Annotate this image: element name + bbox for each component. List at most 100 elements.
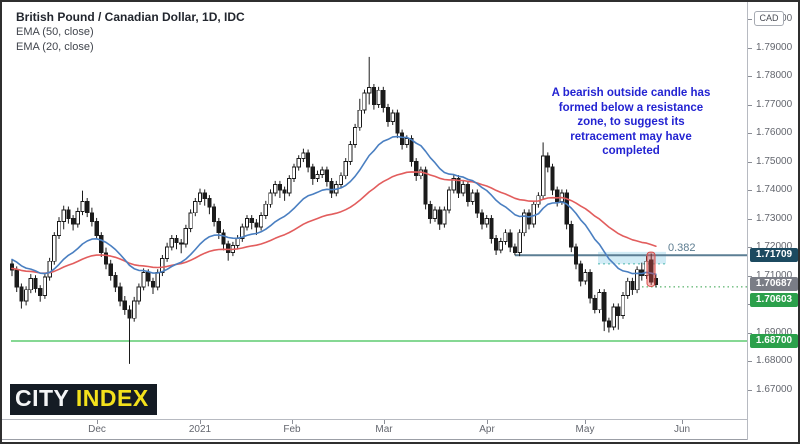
- candle-body: [141, 272, 146, 288]
- annotation-text[interactable]: A bearish outside candle has formed belo…: [551, 87, 711, 157]
- candle-body: [202, 192, 207, 200]
- candle-body: [545, 155, 550, 168]
- candle-body: [282, 189, 287, 194]
- chart-legend: British Pound / Canadian Dollar, 1D, IDC…: [16, 10, 245, 55]
- candle-body: [428, 203, 433, 219]
- candle-body: [216, 220, 221, 234]
- ema-line-20: [11, 135, 657, 276]
- price-tick-mark: [748, 19, 752, 20]
- candle-body: [508, 232, 513, 248]
- candle-body: [169, 237, 174, 248]
- candle-body: [89, 212, 95, 222]
- candle-body: [108, 263, 113, 276]
- candle-body: [569, 223, 574, 248]
- candle-body: [9, 263, 15, 271]
- candle-body: [52, 235, 57, 262]
- candle-body: [381, 89, 386, 108]
- time-tick-mark: [200, 420, 201, 424]
- candle-body: [470, 192, 475, 202]
- price-tick-label: 1.73000: [756, 212, 793, 224]
- candle-body: [296, 158, 301, 168]
- candle-body: [583, 272, 588, 282]
- candle-body: [80, 200, 85, 212]
- candle-body: [188, 212, 193, 229]
- price-tag-1.68700: 1.68700: [750, 334, 798, 349]
- candle-body: [555, 189, 560, 202]
- candle-body: [446, 189, 452, 211]
- candle-body: [357, 109, 362, 128]
- price-tick-mark: [748, 76, 752, 77]
- candle-body: [329, 180, 334, 194]
- time-tick-mark: [585, 420, 586, 424]
- candle-body: [461, 183, 466, 194]
- indicator-label-ema20[interactable]: EMA (20, close): [16, 41, 94, 53]
- price-tick-label: 1.76000: [756, 127, 793, 138]
- symbol-title[interactable]: British Pound / Canadian Dollar, 1D, IDC: [16, 10, 245, 24]
- candle-body: [587, 272, 593, 299]
- candle-body: [630, 280, 635, 291]
- fib-0382-label[interactable]: 0.382: [668, 242, 696, 254]
- price-tick-label: 1.77000: [756, 98, 793, 110]
- price-tick-mark: [748, 104, 752, 106]
- candle-body: [371, 86, 377, 105]
- candle-body: [19, 286, 24, 302]
- bearish-outside-candle-highlight: [646, 251, 656, 287]
- candle-body: [437, 209, 442, 225]
- candle-body: [653, 277, 659, 285]
- logo-index-text: INDEX: [75, 385, 149, 411]
- candle-body: [550, 166, 555, 191]
- candle-body: [489, 218, 494, 239]
- candle-body: [226, 243, 231, 254]
- candle-body: [348, 143, 353, 162]
- candle-body: [592, 297, 597, 311]
- indicator-label-ema50[interactable]: EMA (50, close): [16, 26, 94, 38]
- price-tick-mark: [748, 47, 752, 49]
- axis-corner: [747, 419, 798, 440]
- candle-body: [136, 286, 142, 302]
- city-index-logo: CITY INDEX: [10, 384, 157, 415]
- candle-body: [103, 252, 109, 265]
- price-tick-label: 1.71000: [756, 269, 793, 281]
- candle-body: [23, 289, 29, 302]
- candle-body: [616, 306, 621, 316]
- price-tick-label: 1.79000: [756, 41, 793, 53]
- candle-body: [75, 210, 80, 225]
- time-tick-label-2021: 2021: [188, 424, 212, 435]
- price-tick-mark: [748, 332, 752, 334]
- candle-body: [315, 173, 320, 180]
- candle-body: [122, 300, 127, 311]
- price-tick-label: 1.75000: [756, 155, 793, 167]
- candle-body: [70, 218, 76, 225]
- currency-button[interactable]: CAD: [754, 11, 784, 26]
- candle-body: [404, 138, 409, 145]
- candle-body: [273, 183, 278, 194]
- candle-body: [28, 277, 33, 291]
- candle-body: [183, 228, 189, 245]
- candle-body: [414, 161, 419, 177]
- price-axis[interactable]: 1.800001.790001.780001.770001.760001.750…: [747, 2, 798, 419]
- candle-body: [160, 257, 165, 274]
- candle-body: [479, 212, 485, 225]
- price-tick-label: 1.78000: [756, 70, 793, 81]
- price-tick-mark: [748, 190, 752, 191]
- candle-body: [602, 292, 607, 322]
- candle-body: [47, 260, 52, 278]
- candle-body: [399, 132, 405, 145]
- candle-body: [117, 286, 123, 302]
- candle-body: [263, 203, 268, 217]
- candle-body: [221, 232, 226, 245]
- candle-body: [244, 218, 250, 228]
- candle-body: [42, 276, 48, 296]
- candle-body: [620, 295, 626, 316]
- time-axis[interactable]: Dec 2021 Feb Mar Apr May Jun: [2, 419, 798, 440]
- candle-body: [94, 220, 99, 237]
- price-tag-1.70687: 1.70687: [750, 277, 798, 292]
- candle-body: [512, 246, 518, 254]
- price-tick-mark: [748, 218, 752, 220]
- candle-body: [310, 166, 315, 180]
- candle-body: [526, 212, 532, 225]
- time-tick-mark: [292, 420, 293, 424]
- candle-body: [320, 169, 325, 175]
